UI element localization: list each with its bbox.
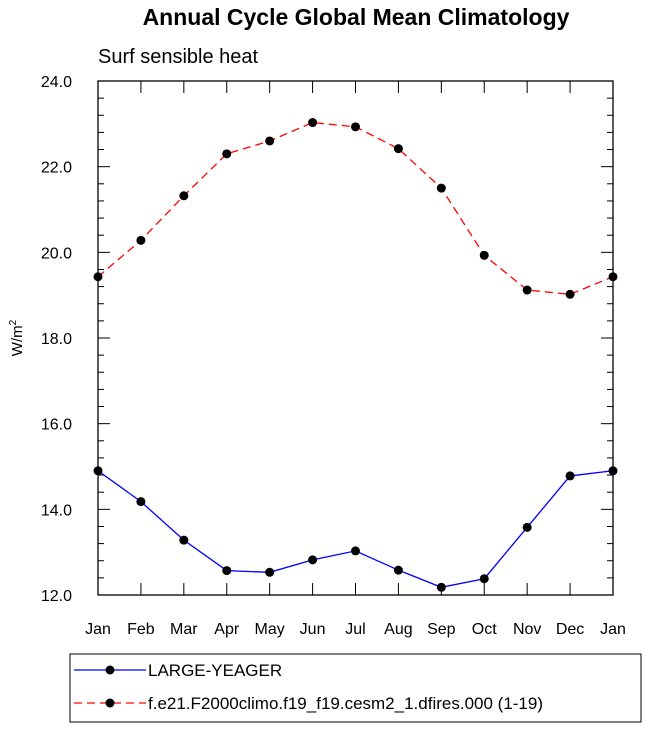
- data-point: [565, 471, 575, 481]
- y-axis-label: W/m2: [8, 319, 26, 356]
- x-tick-label: Aug: [384, 621, 412, 638]
- x-tick-label: Apr: [214, 621, 240, 638]
- data-point: [393, 144, 403, 154]
- x-tick-labels: Jan Feb Mar Apr May Jun Jul Aug Sep Oct Nov Dec Jan: [85, 621, 626, 638]
- data-point: [308, 555, 318, 565]
- data-point: [436, 582, 446, 592]
- data-point: [265, 136, 275, 146]
- data-point: [308, 118, 318, 128]
- axis-ticks: [97, 80, 614, 596]
- series-layer: [93, 118, 618, 592]
- x-tick-label: Mar: [170, 621, 198, 638]
- legend-label: f.e21.F2000climo.f19_f19.cesm2_1.dfires.…: [148, 694, 543, 713]
- data-point: [436, 183, 446, 193]
- series-line: [97, 470, 614, 588]
- legend-box: [69, 653, 642, 723]
- data-point: [179, 535, 189, 545]
- data-point: [179, 191, 189, 201]
- data-point: [393, 565, 403, 575]
- y-tick-label: 12.0: [41, 588, 72, 605]
- data-point: [351, 122, 360, 132]
- data-point: [479, 574, 489, 584]
- y-tick-label: 18.0: [41, 331, 72, 348]
- series-line: [97, 121, 614, 295]
- data-point: [565, 289, 575, 299]
- x-tick-label: May: [255, 621, 285, 638]
- y-tick-label: 24.0: [41, 74, 72, 91]
- data-point: [136, 497, 146, 507]
- data-point: [136, 235, 146, 245]
- data-point: [265, 567, 275, 577]
- x-tick-label: Dec: [556, 621, 584, 638]
- legend-label: LARGE-YEAGER: [148, 661, 282, 680]
- x-tick-label: Nov: [513, 621, 541, 638]
- data-point: [93, 272, 103, 282]
- svg-text:W/m2: W/m2: [8, 319, 26, 356]
- chart-subtitle: Surf sensible heat: [98, 46, 259, 68]
- data-point: [479, 250, 489, 260]
- x-tick-label: Jun: [300, 621, 326, 638]
- x-tick-label: Jan: [85, 621, 111, 638]
- y-tick-labels: 12.0 14.0 16.0 18.0 20.0 22.0 24.0: [41, 74, 72, 605]
- x-tick-label: Jan: [600, 621, 626, 638]
- x-tick-label: Jul: [345, 621, 365, 638]
- chart-title: Annual Cycle Global Mean Climatology: [143, 4, 570, 30]
- x-tick-label: Feb: [127, 621, 155, 638]
- x-tick-label: Oct: [472, 621, 497, 638]
- data-point: [522, 522, 532, 532]
- data-point: [222, 566, 232, 576]
- y-axis-label-sup: 2: [8, 319, 19, 325]
- legend-marker: [105, 665, 115, 675]
- data-point: [222, 149, 232, 159]
- y-tick-label: 16.0: [41, 417, 72, 434]
- data-point: [608, 466, 618, 476]
- y-axis-label-base: W/m: [9, 325, 26, 356]
- x-tick-label: Sep: [427, 621, 456, 638]
- y-tick-label: 22.0: [41, 160, 72, 177]
- y-tick-label: 14.0: [41, 502, 72, 519]
- legend: LARGE-YEAGER f.e21.F2000climo.f19_f19.ces…: [74, 661, 543, 713]
- data-point: [93, 466, 103, 476]
- legend-marker: [105, 698, 115, 708]
- y-tick-label: 20.0: [41, 245, 72, 262]
- data-point: [351, 546, 360, 556]
- data-point: [522, 285, 532, 295]
- data-point: [608, 272, 618, 282]
